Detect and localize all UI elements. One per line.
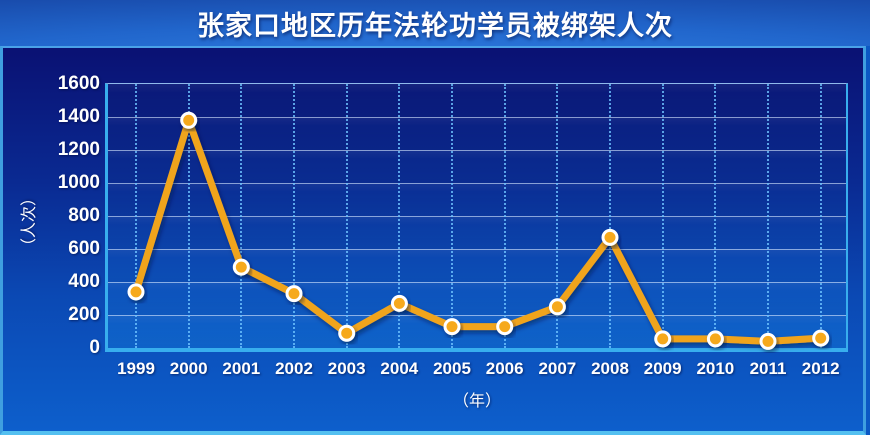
gridline-y-1000 — [108, 183, 846, 184]
gridline-x-2012 — [819, 84, 822, 348]
data-point-2009 — [654, 330, 672, 348]
gridline-y-1400 — [108, 117, 846, 118]
x-tick-1999: 1999 — [117, 359, 155, 378]
plot-inner — [108, 84, 846, 350]
data-point-1999 — [127, 283, 145, 301]
y-tick-600: 600 — [68, 238, 100, 259]
y-tick-1600: 1600 — [57, 73, 100, 94]
x-tick-2005: 2005 — [433, 359, 471, 378]
x-tick-2002: 2002 — [275, 359, 313, 378]
x-tick-2003: 2003 — [327, 359, 366, 378]
gridline-x-2008 — [609, 84, 612, 348]
x-tick-2011: 2011 — [749, 359, 787, 378]
x-tick-2009: 2009 — [643, 359, 682, 378]
gridline-y-800 — [108, 216, 846, 217]
data-point-2002 — [285, 285, 303, 303]
y-tick-800: 800 — [68, 205, 100, 226]
series-line — [132, 116, 825, 345]
plot-area — [105, 83, 848, 352]
gridline-x-2003 — [345, 84, 348, 348]
y-tick-200: 200 — [68, 304, 100, 325]
gridline-x-1999 — [135, 84, 137, 348]
data-point-2006 — [496, 318, 514, 336]
x-tick-2007: 2007 — [538, 359, 577, 378]
data-point-2011 — [759, 332, 777, 350]
gridline-x-2001 — [240, 84, 243, 348]
data-point-2004 — [390, 294, 408, 312]
x-tick-2006: 2006 — [485, 359, 524, 378]
data-point-2001 — [232, 258, 250, 276]
chart-title-bar: 张家口地区历年法轮功学员被绑架人次 — [0, 0, 870, 46]
gridline-y-400 — [108, 282, 846, 283]
x-tick-2010: 2010 — [696, 359, 735, 378]
gridline-x-2010 — [714, 84, 717, 348]
y-tick-400: 400 — [68, 271, 100, 292]
data-point-2003 — [338, 324, 356, 342]
x-tick-2001: 2001 — [222, 359, 261, 378]
x-axis-tick-labels: 1999 2000 2001 2002 2003 2004 2005 2006 2007 2008… — [108, 359, 846, 379]
y-tick-0: 0 — [89, 337, 100, 358]
gridline-y-600 — [108, 249, 846, 250]
gridline-x-2002 — [293, 84, 295, 348]
data-point-2005 — [443, 318, 461, 336]
data-point-2000 — [180, 111, 198, 129]
chart-title: 张家口地区历年法轮功学员被绑架人次 — [197, 10, 673, 41]
gridline-x-2006 — [503, 84, 506, 348]
gridline-x-2005 — [451, 84, 454, 348]
data-point-2012 — [812, 329, 830, 347]
y-axis-tick-labels: 1600 1400 1200 1000 800 600 400 200 0 — [0, 74, 100, 358]
y-tick-1000: 1000 — [57, 172, 100, 193]
gridline-x-2004 — [398, 84, 401, 348]
x-tick-2004: 2004 — [380, 359, 419, 378]
y-tick-1400: 1400 — [57, 106, 100, 127]
gridline-x-2007 — [556, 84, 559, 348]
gridline-y-1200 — [108, 150, 846, 151]
gridline-y-200 — [108, 315, 846, 316]
x-tick-2008: 2008 — [591, 359, 629, 378]
gridline-x-2011 — [767, 84, 770, 348]
data-point-2008 — [601, 228, 619, 246]
y-tick-1200: 1200 — [57, 139, 100, 160]
data-point-2010 — [706, 330, 724, 348]
gridline-x-2000 — [187, 84, 190, 348]
x-axis-label: （年） — [452, 393, 501, 410]
x-tick-2000: 2000 — [169, 359, 208, 378]
x-tick-2012: 2012 — [801, 359, 840, 378]
line-series — [127, 111, 830, 350]
data-point-2007 — [548, 298, 566, 316]
gridline-x-2009 — [661, 84, 664, 348]
